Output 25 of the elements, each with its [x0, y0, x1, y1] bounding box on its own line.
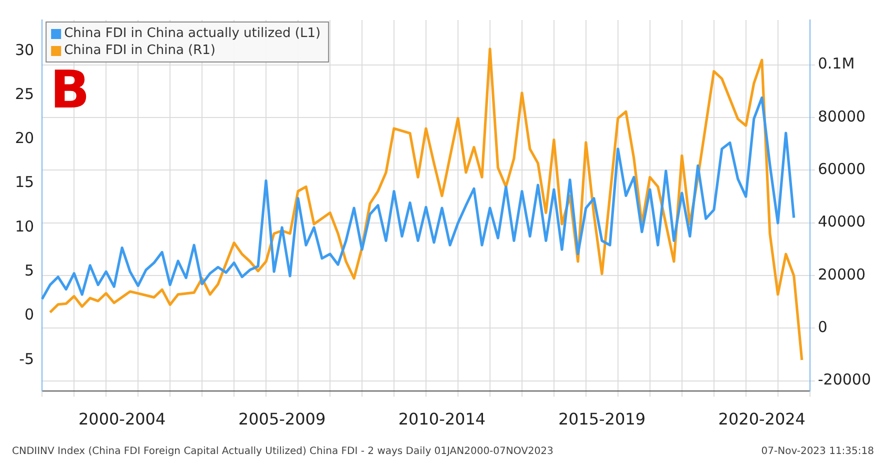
y-tick-label: 15 — [14, 173, 34, 192]
y-tick-label: 5 — [24, 262, 34, 280]
y2-tick-label: 0 — [818, 318, 828, 336]
legend-label: China FDI in China (R1) — [64, 42, 216, 58]
y-tick-label: 0 — [24, 306, 34, 324]
y2-tick-label: 40000 — [818, 212, 866, 231]
y-tick-label: -5 — [19, 350, 34, 368]
x-tick-label: 2005-2009 — [238, 410, 326, 429]
x-tick-label: 2000-2004 — [78, 410, 166, 429]
y-tick-label: 20 — [14, 129, 34, 148]
text: CNDIINV Index (China FDI Foreign Capital Actually Utilized) China FDI - 2 ways Daily 01JAN2000-07NOV2023 — [12, 446, 554, 457]
x-tick-label: 2020-2024 — [718, 410, 806, 429]
y2-tick-label: 20000 — [818, 265, 866, 284]
y2-tick-label: -20000 — [818, 370, 872, 389]
y-tick-label: 25 — [14, 84, 34, 103]
y-tick-label: 10 — [14, 217, 34, 236]
legend-label: China FDI in China actually utilized (L1) — [64, 26, 321, 41]
annotation: B — [50, 60, 90, 121]
y-tick-label: 30 — [14, 40, 34, 59]
y2-tick-label: 60000 — [818, 160, 866, 178]
y2-tick-label: 80000 — [818, 107, 866, 126]
text: 07-Nov-2023 11:35:18 — [761, 446, 874, 457]
y2-tick-label: 0.1M — [818, 54, 855, 73]
x-tick-label: 2015-2019 — [558, 410, 646, 429]
x-tick-label: 2010-2014 — [398, 410, 486, 429]
